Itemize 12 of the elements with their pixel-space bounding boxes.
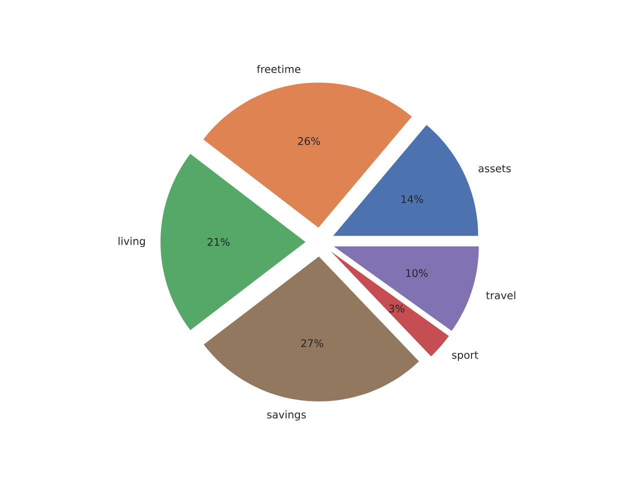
data-label: 10% xyxy=(406,269,428,277)
data-label: 26% xyxy=(298,137,320,146)
slice-label: freetime xyxy=(256,64,300,74)
data-label: 3% xyxy=(389,304,404,313)
slice-label: living xyxy=(118,236,145,248)
slice-label: travel xyxy=(486,291,516,300)
slice-label: savings xyxy=(267,410,306,421)
slice-label: sport xyxy=(452,351,478,361)
slice-label: assets xyxy=(478,164,511,172)
data-label: 27% xyxy=(301,339,324,348)
data-label: 14% xyxy=(402,195,424,204)
data-label: 21% xyxy=(208,238,230,246)
